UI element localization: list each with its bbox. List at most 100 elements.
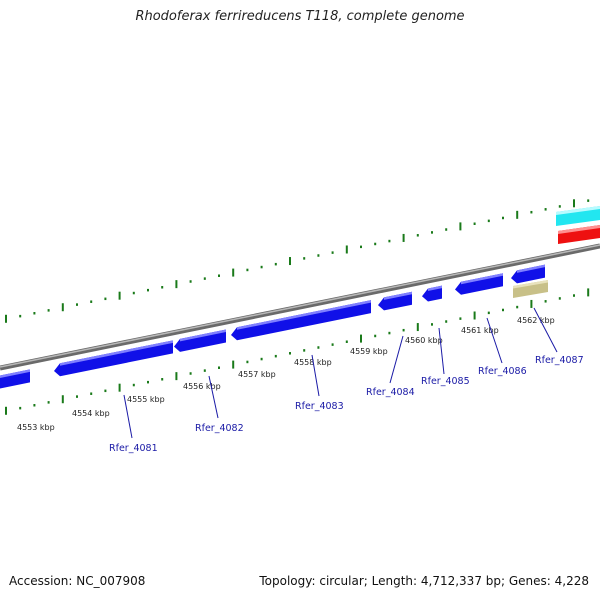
gene-leader-line (533, 307, 558, 353)
lower-tick (487, 311, 490, 315)
gene-label[interactable]: Rfer_4082 (195, 423, 244, 434)
upper-tick (118, 291, 121, 300)
gene-label[interactable]: Rfer_4087 (535, 355, 584, 366)
upper-tick (203, 277, 206, 280)
lower-tick (232, 360, 235, 369)
upper-tick (104, 297, 107, 301)
upper-tick (61, 303, 64, 312)
lower-tick (274, 354, 277, 358)
lower-tick (76, 395, 78, 398)
lower-tick (47, 401, 50, 404)
feature-tracks (556, 206, 600, 244)
gene-arrow-rfer-4081 (54, 340, 173, 377)
gene-callouts: Rfer_4081 Rfer_4082 Rfer_4083 Rfer_4084 Rfer… (109, 307, 584, 454)
scale-label: 4556 kbp (183, 382, 221, 391)
gene-label[interactable]: Rfer_4085 (421, 376, 470, 387)
gene-label[interactable]: Rfer_4081 (109, 443, 158, 454)
upper-tick (445, 228, 448, 231)
upper-tick (473, 222, 476, 225)
upper-tick (5, 314, 7, 323)
gene-label[interactable]: Rfer_4086 (478, 366, 527, 377)
scale-label: 4561 kbp (461, 326, 499, 335)
upper-tick (132, 291, 135, 295)
upper-tick (459, 222, 462, 231)
upper-tick (47, 309, 50, 312)
lower-tick (431, 323, 433, 326)
gene-arrow-rfer-4083 (231, 300, 371, 341)
lower-tick (402, 328, 405, 332)
gene-arrow-rfer-4082 (174, 329, 226, 352)
lower-tick (147, 380, 149, 384)
lower-tick (218, 366, 220, 369)
upper-tick (189, 280, 192, 283)
gene-leader-line (123, 394, 133, 439)
gene-label[interactable]: Rfer_4083 (295, 401, 344, 412)
genome-backbone (0, 243, 600, 371)
lower-tick (317, 346, 320, 349)
scale-label: 4557 kbp (238, 370, 276, 379)
lower-tick (19, 406, 22, 410)
scale-label: 4560 kbp (405, 336, 443, 345)
gene-arrow-rfer-4087 (511, 264, 545, 284)
lower-tick (289, 352, 291, 355)
scale-label: 4553 kbp (17, 423, 55, 432)
gene-arrow-rfer-4086 (455, 273, 503, 295)
red-feature-highlight (558, 225, 600, 234)
lower-tick (303, 349, 306, 352)
gene-arrow-rfer-4087-highlight (517, 264, 545, 273)
scale-label: 4559 kbp (350, 347, 388, 356)
lower-tick (573, 294, 575, 297)
upper-tick (416, 234, 419, 237)
upper-tick (246, 268, 249, 272)
cyan-feature-highlight (556, 206, 600, 215)
upper-tick (402, 233, 405, 242)
gene-leader-line (486, 317, 503, 364)
gene-arrow-rfer-4086-highlight (461, 273, 503, 285)
scale-label: 4555 kbp (127, 395, 165, 404)
upper-tick (345, 245, 348, 254)
gene-arrow-rfer-4085-highlight (428, 285, 442, 291)
upper-tick (260, 265, 263, 269)
gene-leader-line (311, 354, 320, 397)
lower-tick (161, 378, 164, 381)
upper-tick (431, 231, 433, 234)
upper-tick (516, 210, 519, 219)
gene-arrow-rfer-4083-highlight (237, 300, 371, 330)
lower-tick (61, 395, 64, 404)
scale-labels: 4553 kbp 4554 kbp 4555 kbp 4556 kbp 4557 kbp… (17, 316, 555, 432)
lower-tick (473, 311, 476, 320)
gene-arrow-rfer-4081-highlight (60, 340, 173, 366)
upper-tick (360, 245, 362, 249)
lower-tick (502, 308, 504, 312)
lower-tick (189, 372, 192, 375)
lower-tick (90, 392, 93, 395)
lower-tick (374, 334, 377, 338)
upper-tick (33, 312, 36, 315)
gene-arrow-rfer-4084 (378, 291, 412, 311)
lower-tick (416, 323, 419, 332)
lower-tick (132, 383, 135, 387)
upper-tick (530, 210, 533, 214)
lower-tick (331, 343, 334, 346)
lower-tick (260, 357, 263, 361)
gene-label[interactable]: Rfer_4084 (366, 387, 415, 398)
lower-tick (175, 372, 178, 381)
lower-tick (530, 299, 533, 308)
lower-tick (118, 383, 121, 392)
lower-tick (203, 369, 206, 372)
lower-tick (33, 404, 36, 407)
lower-tick (5, 406, 7, 415)
lower-tick (558, 297, 561, 300)
lower-tick (445, 320, 448, 323)
upper-tick (289, 257, 291, 266)
upper-tick (303, 257, 306, 260)
gene-features (0, 264, 548, 389)
upper-tick (175, 280, 178, 289)
lower-tick (516, 305, 519, 309)
gene-leader-line (208, 375, 219, 419)
gene-feature-khaki-highlight (513, 280, 548, 289)
lower-tick (587, 288, 590, 297)
lower-tick (388, 331, 391, 335)
upper-tick (147, 288, 149, 292)
upper-tick (374, 242, 377, 246)
